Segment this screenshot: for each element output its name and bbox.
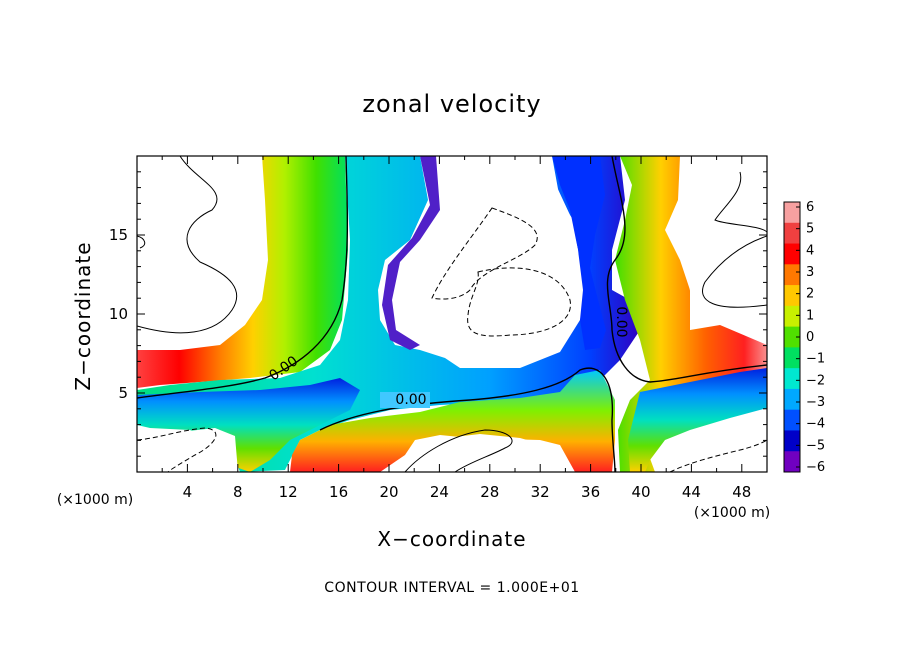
colorbar-label: 6 bbox=[806, 200, 814, 215]
contour-line-dashed-lower-right bbox=[669, 439, 767, 472]
purple-fringe bbox=[382, 156, 440, 350]
lower-middle-pocket bbox=[410, 434, 560, 472]
colorbar-swatch bbox=[784, 243, 800, 265]
colorbar-label: −5 bbox=[806, 438, 825, 453]
contour-line-upper-right bbox=[714, 171, 767, 233]
x-tick-label: 36 bbox=[581, 483, 600, 501]
colorbar-swatch bbox=[784, 285, 800, 307]
x-tick-label: 28 bbox=[480, 483, 499, 501]
contour-field: 0.00 0.00 0.00 bbox=[137, 156, 767, 472]
x-tick-label: 48 bbox=[732, 483, 751, 501]
colorbar-swatch bbox=[784, 368, 800, 390]
contour-line-bottom-middle bbox=[404, 429, 513, 472]
contour-line-upper-left bbox=[137, 156, 238, 334]
upper-right-pocket bbox=[672, 156, 767, 320]
contour-label-1: 0.00 bbox=[395, 392, 426, 408]
right-lower-band bbox=[628, 368, 767, 472]
y-tick-label: 10 bbox=[109, 305, 128, 323]
y-tick-label: 5 bbox=[118, 384, 128, 402]
central-white-region bbox=[400, 156, 580, 350]
colorbar-label: −2 bbox=[806, 373, 825, 388]
colorbar-swatch bbox=[784, 202, 800, 224]
lower-left-pocket bbox=[137, 428, 238, 472]
colorbar-label: −6 bbox=[806, 460, 825, 475]
x-tick-label: 16 bbox=[329, 483, 348, 501]
contour-label-2: 0.00 bbox=[613, 306, 629, 337]
x-tick-label: 32 bbox=[531, 483, 550, 501]
colorbar-swatch bbox=[784, 222, 800, 245]
contour-interval-footer: CONTOUR INTERVAL = 1.000E+01 bbox=[324, 580, 579, 596]
chart-title: zonal velocity bbox=[362, 90, 541, 118]
colorbar-swatch bbox=[784, 409, 800, 431]
colorbar-label: −3 bbox=[806, 395, 825, 410]
y-axis: 5 10 15 bbox=[109, 171, 767, 457]
zero-contour-right bbox=[606, 156, 767, 383]
x-tick-label: 4 bbox=[183, 483, 193, 501]
x-tick-label: 40 bbox=[631, 483, 650, 501]
x-tick-label: 8 bbox=[233, 483, 243, 501]
x-tick-label: 20 bbox=[379, 483, 398, 501]
x-tick-label: 24 bbox=[430, 483, 449, 501]
z-unit-label: (×1000 m) bbox=[57, 492, 133, 508]
lower-center-lobe bbox=[290, 370, 615, 472]
colorbar-swatch bbox=[784, 430, 800, 452]
x-unit-label: (×1000 m) bbox=[694, 505, 770, 521]
y-axis-title: Z−coordinate bbox=[71, 241, 95, 390]
colorbar-swatch bbox=[784, 451, 800, 473]
colorbar: 6 5 4 3 2 1 0 −1 −2 −3 −4 −5 −6 bbox=[783, 200, 825, 475]
colorbar-label: 3 bbox=[806, 265, 814, 280]
colorbar-swatch bbox=[784, 264, 800, 286]
colorbar-label: 5 bbox=[806, 222, 814, 237]
left-jet-region bbox=[137, 156, 348, 388]
colorbar-label: −4 bbox=[806, 417, 825, 432]
x-axis: 4 8 12 16 20 24 28 32 36 40 44 48 bbox=[161, 156, 751, 501]
lower-right-pocket bbox=[665, 428, 767, 472]
colorbar-label: −1 bbox=[806, 352, 825, 367]
x-tick-label: 12 bbox=[279, 483, 298, 501]
x-tick-label: 44 bbox=[682, 483, 701, 501]
contour-line-left-edge bbox=[137, 235, 146, 249]
contour-line-dashed-upper bbox=[431, 207, 538, 300]
zero-contour-left bbox=[137, 156, 349, 399]
colorbar-label: 4 bbox=[806, 243, 814, 258]
colorbar-label: 0 bbox=[806, 330, 814, 345]
right-blue-column bbox=[552, 156, 606, 350]
y-tick-label: 15 bbox=[109, 226, 128, 244]
contour-line-dashed-middle bbox=[467, 267, 571, 337]
contour-line-right bbox=[702, 235, 767, 308]
colorbar-label: 1 bbox=[806, 308, 814, 323]
colorbar-swatch bbox=[784, 305, 800, 328]
colorbar-swatch bbox=[784, 388, 800, 411]
colorbar-label: 2 bbox=[806, 287, 814, 302]
left-lower-band bbox=[137, 378, 360, 472]
colorbar-swatch bbox=[784, 347, 800, 369]
upper-left-region bbox=[137, 156, 264, 345]
colorbar-swatch bbox=[784, 326, 800, 348]
x-axis-title: X−coordinate bbox=[377, 527, 526, 551]
